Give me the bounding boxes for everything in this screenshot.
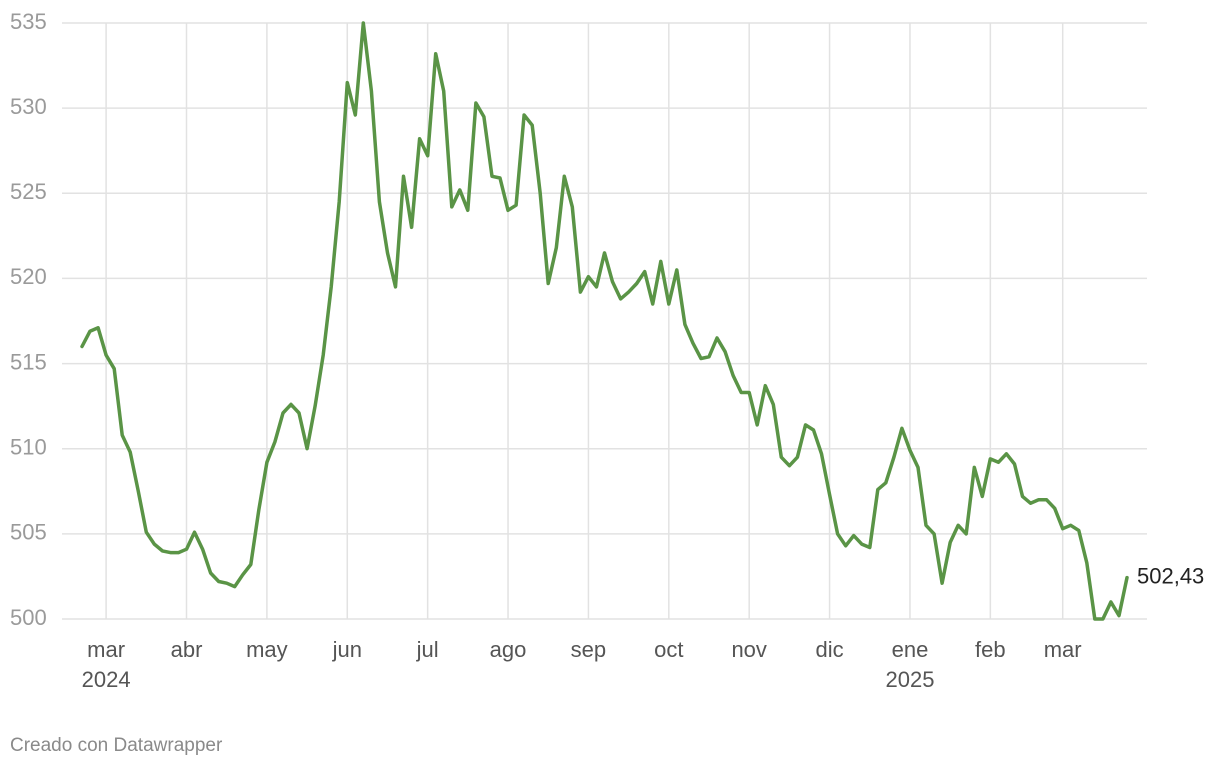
credit: Creado con Datawrapper [10, 735, 223, 756]
series-line [80, 21, 1129, 621]
y-tick-label: 525 [10, 179, 47, 204]
x-year-label: 2024 [82, 667, 131, 692]
x-tick-label: ago [490, 637, 527, 662]
x-tick-label: mar [1044, 637, 1082, 662]
x-tick-label: mar [87, 637, 125, 662]
x-tick-label: nov [731, 637, 766, 662]
x-tick-label: abr [171, 637, 203, 662]
x-tick-label: oct [654, 637, 683, 662]
y-tick-label: 520 [10, 264, 47, 289]
y-tick-label: 505 [10, 520, 47, 545]
y-tick-label: 510 [10, 435, 47, 460]
value-label: 502,43 [1137, 563, 1204, 588]
x-tick-label: feb [975, 637, 1006, 662]
x-tick-label: sep [571, 637, 606, 662]
x-tick-label: may [246, 637, 288, 662]
x-tick-label: ene [892, 637, 929, 662]
y-tick-label: 535 [10, 9, 47, 34]
x-tick-label: jul [416, 637, 439, 662]
y-tick-label: 515 [10, 349, 47, 374]
x-tick-label: dic [816, 637, 844, 662]
y-tick-label: 500 [10, 605, 47, 630]
x-tick-label: jun [332, 637, 362, 662]
x-year-label: 2025 [885, 667, 934, 692]
y-tick-label: 530 [10, 94, 47, 119]
